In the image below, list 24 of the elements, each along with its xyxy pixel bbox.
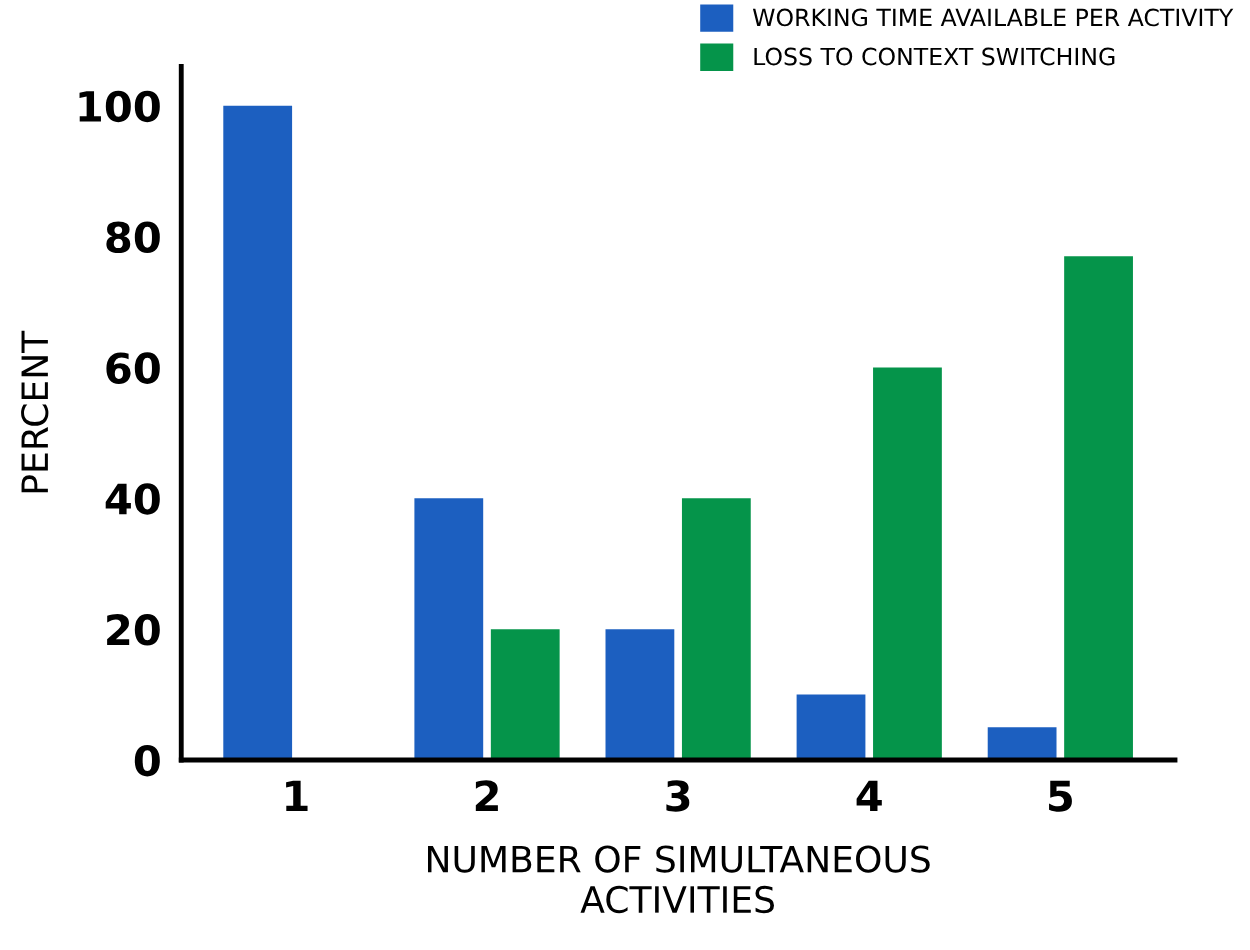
y-axis-title: PERCENT [21, 330, 49, 493]
legend-label: WORKING TIME AVAILABLE PER ACTIVITY [752, 8, 1234, 27]
x-axis-title: NUMBER OF SIMULTANEOUS ACTIVITIES [428, 845, 930, 914]
x-tick-label: 4 [856, 780, 882, 812]
bar [681, 498, 751, 760]
x-tick-label: 1 [286, 780, 308, 812]
x-tick-label: 2 [475, 780, 498, 812]
x-tick-label: 5 [1049, 780, 1072, 812]
y-tick-label: 80 [106, 221, 160, 254]
bar [490, 629, 560, 760]
bar [987, 727, 1057, 760]
x-tick-label: 3 [666, 780, 690, 812]
y-tick-label: 40 [105, 483, 160, 515]
y-tick-label: 20 [107, 614, 160, 646]
bar [414, 498, 484, 760]
bar [605, 629, 675, 760]
bar [873, 367, 942, 760]
y-tick-label: 100 [79, 90, 160, 123]
bar [796, 694, 866, 760]
y-tick-label: 0 [134, 744, 160, 777]
bar [1064, 256, 1133, 760]
bar [223, 105, 293, 760]
legend-label: LOSS TO CONTEXT SWITCHING [754, 47, 1115, 66]
y-tick-label: 60 [106, 352, 160, 384]
